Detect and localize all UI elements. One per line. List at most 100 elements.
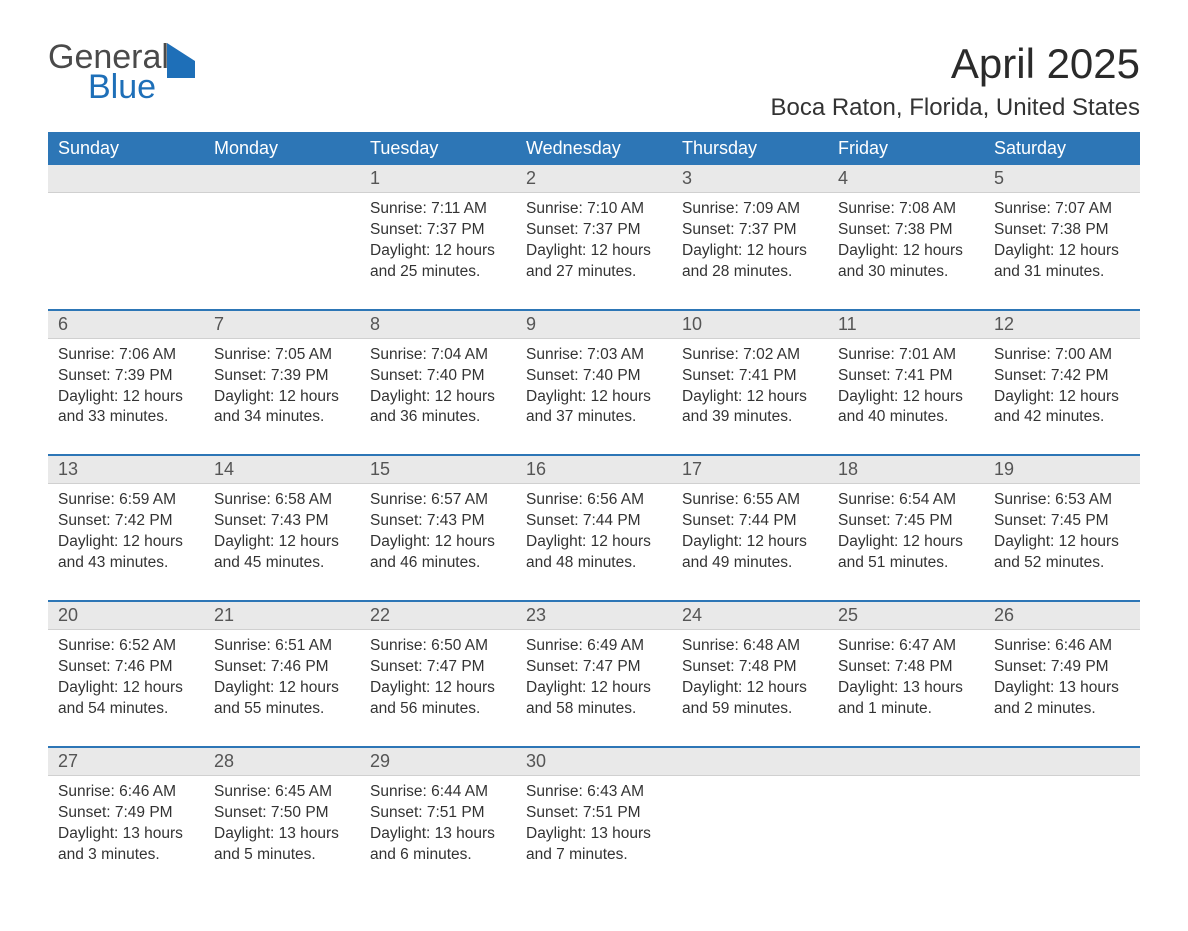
week-daynum-row: 20212223242526: [48, 601, 1140, 630]
day-details: Sunrise: 6:59 AMSunset: 7:42 PMDaylight:…: [48, 484, 204, 600]
brand-logo: General Blue: [48, 40, 197, 108]
day-number: 1: [360, 165, 516, 192]
logo-blue: Blue: [88, 70, 197, 104]
day-number: 6: [48, 311, 204, 338]
day-dl2: and 27 minutes.: [526, 262, 662, 283]
dow-monday: Monday: [204, 132, 360, 165]
day-ss: Sunset: 7:37 PM: [682, 220, 818, 241]
day-cell-header: 24: [672, 601, 828, 630]
day-dl1: Daylight: 12 hours: [682, 387, 818, 408]
day-details: Sunrise: 7:11 AMSunset: 7:37 PMDaylight:…: [360, 193, 516, 309]
day-ss: Sunset: 7:40 PM: [526, 366, 662, 387]
day-dl2: and 3 minutes.: [58, 845, 194, 866]
day-ss: Sunset: 7:48 PM: [682, 657, 818, 678]
day-details: [48, 193, 204, 225]
week-body-row: Sunrise: 6:52 AMSunset: 7:46 PMDaylight:…: [48, 630, 1140, 747]
day-dl2: and 31 minutes.: [994, 262, 1130, 283]
day-dl2: and 45 minutes.: [214, 553, 350, 574]
day-ss: Sunset: 7:47 PM: [526, 657, 662, 678]
day-sr: Sunrise: 7:01 AM: [838, 345, 974, 366]
day-cell-body: [48, 193, 204, 310]
day-number: [204, 165, 360, 171]
dow-thursday: Thursday: [672, 132, 828, 165]
day-sr: Sunrise: 7:05 AM: [214, 345, 350, 366]
day-cell-body: Sunrise: 7:03 AMSunset: 7:40 PMDaylight:…: [516, 338, 672, 455]
day-cell-body: Sunrise: 7:09 AMSunset: 7:37 PMDaylight:…: [672, 193, 828, 310]
day-cell-body: Sunrise: 7:04 AMSunset: 7:40 PMDaylight:…: [360, 338, 516, 455]
day-details: Sunrise: 7:06 AMSunset: 7:39 PMDaylight:…: [48, 339, 204, 455]
day-ss: Sunset: 7:49 PM: [58, 803, 194, 824]
day-dl1: Daylight: 12 hours: [838, 387, 974, 408]
week-daynum-row: 27282930: [48, 747, 1140, 776]
day-cell-header: 20: [48, 601, 204, 630]
day-cell-header: 2: [516, 165, 672, 193]
dow-wednesday: Wednesday: [516, 132, 672, 165]
day-sr: Sunrise: 7:04 AM: [370, 345, 506, 366]
week-daynum-row: 12345: [48, 165, 1140, 193]
day-cell-body: Sunrise: 6:48 AMSunset: 7:48 PMDaylight:…: [672, 630, 828, 747]
day-details: Sunrise: 6:45 AMSunset: 7:50 PMDaylight:…: [204, 776, 360, 892]
day-dl2: and 54 minutes.: [58, 699, 194, 720]
day-sr: Sunrise: 7:11 AM: [370, 199, 506, 220]
day-ss: Sunset: 7:46 PM: [214, 657, 350, 678]
day-number: 15: [360, 456, 516, 483]
day-cell-header: 25: [828, 601, 984, 630]
day-cell-body: Sunrise: 6:58 AMSunset: 7:43 PMDaylight:…: [204, 484, 360, 601]
day-ss: Sunset: 7:47 PM: [370, 657, 506, 678]
day-dl2: and 56 minutes.: [370, 699, 506, 720]
day-number: [672, 748, 828, 754]
day-cell-body: Sunrise: 7:01 AMSunset: 7:41 PMDaylight:…: [828, 338, 984, 455]
day-cell-header: 30: [516, 747, 672, 776]
day-ss: Sunset: 7:40 PM: [370, 366, 506, 387]
day-details: Sunrise: 6:57 AMSunset: 7:43 PMDaylight:…: [360, 484, 516, 600]
day-details: Sunrise: 6:53 AMSunset: 7:45 PMDaylight:…: [984, 484, 1140, 600]
day-dl2: and 33 minutes.: [58, 407, 194, 428]
day-cell-body: Sunrise: 7:05 AMSunset: 7:39 PMDaylight:…: [204, 338, 360, 455]
day-ss: Sunset: 7:48 PM: [838, 657, 974, 678]
day-sr: Sunrise: 6:56 AM: [526, 490, 662, 511]
day-cell-header: 12: [984, 310, 1140, 339]
day-sr: Sunrise: 7:00 AM: [994, 345, 1130, 366]
day-ss: Sunset: 7:39 PM: [58, 366, 194, 387]
day-sr: Sunrise: 7:09 AM: [682, 199, 818, 220]
day-sr: Sunrise: 6:49 AM: [526, 636, 662, 657]
month-title: April 2025: [770, 40, 1140, 88]
week-daynum-row: 6789101112: [48, 310, 1140, 339]
day-cell-header: 26: [984, 601, 1140, 630]
day-dl1: Daylight: 12 hours: [994, 241, 1130, 262]
day-number: 11: [828, 311, 984, 338]
day-details: Sunrise: 7:08 AMSunset: 7:38 PMDaylight:…: [828, 193, 984, 309]
day-dl1: Daylight: 12 hours: [58, 387, 194, 408]
day-cell-header: 21: [204, 601, 360, 630]
day-cell-body: Sunrise: 6:50 AMSunset: 7:47 PMDaylight:…: [360, 630, 516, 747]
day-cell-body: Sunrise: 7:10 AMSunset: 7:37 PMDaylight:…: [516, 193, 672, 310]
day-number: 5: [984, 165, 1140, 192]
day-ss: Sunset: 7:51 PM: [370, 803, 506, 824]
day-dl1: Daylight: 13 hours: [994, 678, 1130, 699]
day-cell-body: Sunrise: 7:02 AMSunset: 7:41 PMDaylight:…: [672, 338, 828, 455]
day-sr: Sunrise: 6:51 AM: [214, 636, 350, 657]
day-dl2: and 34 minutes.: [214, 407, 350, 428]
day-dl2: and 28 minutes.: [682, 262, 818, 283]
day-cell-body: Sunrise: 6:57 AMSunset: 7:43 PMDaylight:…: [360, 484, 516, 601]
day-dl1: Daylight: 13 hours: [58, 824, 194, 845]
calendar-table: Sunday Monday Tuesday Wednesday Thursday…: [48, 132, 1140, 891]
day-cell-header: [204, 165, 360, 193]
dow-header-row: Sunday Monday Tuesday Wednesday Thursday…: [48, 132, 1140, 165]
day-details: Sunrise: 7:02 AMSunset: 7:41 PMDaylight:…: [672, 339, 828, 455]
day-cell-header: [828, 747, 984, 776]
day-details: Sunrise: 6:47 AMSunset: 7:48 PMDaylight:…: [828, 630, 984, 746]
location-subtitle: Boca Raton, Florida, United States: [770, 94, 1140, 122]
day-dl1: Daylight: 13 hours: [214, 824, 350, 845]
day-dl1: Daylight: 12 hours: [526, 678, 662, 699]
day-sr: Sunrise: 6:55 AM: [682, 490, 818, 511]
day-details: Sunrise: 6:58 AMSunset: 7:43 PMDaylight:…: [204, 484, 360, 600]
day-number: 12: [984, 311, 1140, 338]
day-details: Sunrise: 6:46 AMSunset: 7:49 PMDaylight:…: [48, 776, 204, 892]
day-dl1: Daylight: 12 hours: [682, 241, 818, 262]
day-cell-body: Sunrise: 6:59 AMSunset: 7:42 PMDaylight:…: [48, 484, 204, 601]
day-number: 3: [672, 165, 828, 192]
day-sr: Sunrise: 6:53 AM: [994, 490, 1130, 511]
day-sr: Sunrise: 6:54 AM: [838, 490, 974, 511]
day-number: 19: [984, 456, 1140, 483]
